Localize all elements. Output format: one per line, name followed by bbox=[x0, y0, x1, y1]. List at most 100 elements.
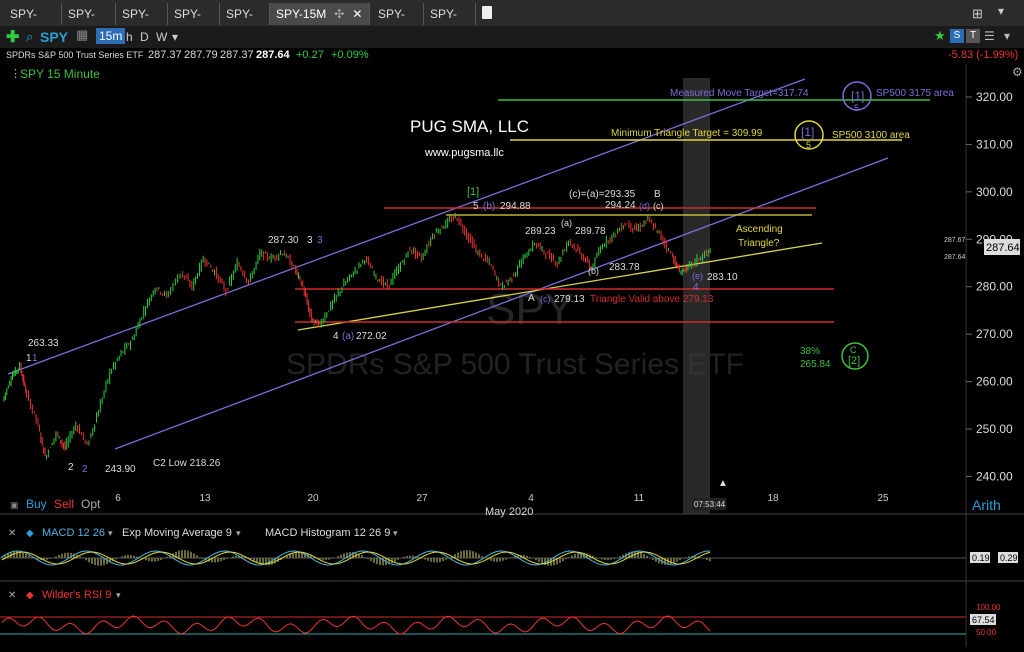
wave-label-5: 5 bbox=[473, 201, 479, 212]
wave-label-a: (a) bbox=[561, 218, 572, 228]
x-tick-label: 18 bbox=[767, 493, 779, 504]
interval-w[interactable]: W bbox=[156, 30, 168, 44]
tab-spy-1h[interactable]: SPY-1H bbox=[220, 3, 270, 43]
scale-mode[interactable]: Arith bbox=[972, 497, 1001, 513]
price-small-2: 287.64 bbox=[944, 254, 966, 261]
y-tick-label: 240.00 bbox=[976, 470, 1013, 484]
move-icon[interactable]: ✣ bbox=[334, 7, 345, 21]
wave-5-yellow-label: 5 bbox=[806, 140, 811, 150]
macd-diamond-icon: ◆ bbox=[26, 528, 34, 539]
macd-value: 0.19 bbox=[972, 553, 990, 563]
interval-h[interactable]: h bbox=[126, 30, 133, 44]
time-cursor-icon[interactable]: ▲ bbox=[718, 478, 728, 489]
macd-val-box-2 bbox=[998, 552, 1018, 563]
brand-website: www.pugsma.llc bbox=[424, 147, 504, 159]
price-label-293: (c)=(a)=293.35 bbox=[569, 189, 636, 200]
add-icon[interactable]: ✚ bbox=[6, 29, 20, 46]
flag-icon[interactable]: ▣ bbox=[10, 500, 19, 510]
ascending-label: Ascending bbox=[736, 224, 783, 235]
tab-bar: SPY-1Mo SPY-1W SPY-1D SPY-4H SPY-1H SPY-… bbox=[0, 0, 1024, 43]
last-price-label: 287.64 bbox=[986, 242, 1020, 254]
sell-button[interactable]: Sell bbox=[54, 497, 74, 511]
star-icon[interactable]: ★ bbox=[934, 28, 946, 43]
ema-dropdown-icon[interactable]: ▾ bbox=[236, 528, 241, 538]
y-tick-label: 260.00 bbox=[976, 375, 1013, 389]
chart-area[interactable]: SPY SPDRs S&P 500 Trust Series ETF 240.0… bbox=[0, 64, 1024, 647]
buy-button[interactable]: Buy bbox=[26, 497, 47, 511]
macd-value-2: 0.29 bbox=[1000, 553, 1018, 563]
wave-label-d: (d) bbox=[639, 201, 650, 211]
tab-spy-1d[interactable]: SPY-1D bbox=[116, 3, 168, 43]
settings-icon[interactable]: ⚙ bbox=[1012, 65, 1023, 79]
close-icon[interactable]: ✕ bbox=[352, 7, 363, 21]
ema-label: Exp Moving Average 9 bbox=[122, 527, 232, 539]
rsi-val-box bbox=[970, 614, 996, 625]
tab-spy-5m[interactable]: SPY-5M bbox=[372, 3, 424, 43]
x-tick-label: 6 bbox=[115, 493, 121, 504]
new-page-icon[interactable] bbox=[482, 6, 492, 19]
wave-label-2b: 2 bbox=[82, 464, 88, 475]
symbol-input[interactable]: SPY bbox=[40, 29, 69, 45]
triangle-trendline bbox=[297, 242, 823, 331]
wave-1-circle bbox=[842, 81, 872, 111]
wave-label-b: (b) bbox=[588, 266, 599, 276]
quote-change: +0.27 bbox=[296, 49, 324, 61]
rsi-close-icon[interactable]: ✕ bbox=[8, 590, 16, 601]
chart-menu-icon[interactable]: ⋮ bbox=[10, 68, 21, 80]
tab-spy-15m-label: SPY-15M bbox=[276, 7, 327, 21]
wave-1-label: [1] bbox=[851, 89, 864, 103]
tab-spy-4h[interactable]: SPY-4H bbox=[168, 3, 220, 43]
symbol-dropdown-icon[interactable]: ▦ bbox=[76, 27, 89, 42]
x-tick-label: 11 bbox=[634, 493, 645, 504]
sp3175-label: SP500 3175 area bbox=[876, 88, 954, 99]
quote-last: 287.64 bbox=[256, 49, 290, 61]
hist-dropdown-icon[interactable]: ▾ bbox=[393, 528, 398, 538]
price-chart[interactable]: SPY SPDRs S&P 500 Trust Series ETF 240.0… bbox=[0, 64, 1024, 647]
tab-spy-1m[interactable]: SPY-1M bbox=[424, 3, 476, 43]
opt-button[interactable]: Opt bbox=[81, 497, 101, 511]
interval-dropdown-icon[interactable]: ▾ bbox=[172, 30, 179, 44]
macd-dropdown-icon[interactable]: ▾ bbox=[108, 528, 113, 538]
toolbar-menu-icon[interactable]: ▾ bbox=[1004, 29, 1011, 43]
price-series bbox=[3, 212, 711, 460]
quote-bar: SPDRs S&P 500 Trust Series ETF 287.37 28… bbox=[0, 48, 1024, 64]
price-label-283-10: 283.10 bbox=[707, 272, 738, 283]
search-icon[interactable]: ⌕ bbox=[26, 29, 34, 44]
trend-channels bbox=[7, 78, 930, 450]
interval-15m[interactable]: 15m bbox=[96, 28, 126, 44]
tab-spy-1mo[interactable]: SPY-1Mo bbox=[4, 3, 62, 43]
macd-close-icon[interactable]: ✕ bbox=[8, 528, 16, 539]
c2-low-label: C2 Low 218.26 bbox=[153, 458, 221, 469]
wave-label-1-green: [1] bbox=[467, 186, 479, 198]
macd-series bbox=[0, 550, 966, 566]
trade-icon[interactable]: T bbox=[966, 29, 980, 43]
rsi-dropdown-icon[interactable]: ▾ bbox=[116, 590, 121, 600]
price-label-243: 243.90 bbox=[105, 464, 136, 475]
price-small-1: 287.67 bbox=[944, 237, 966, 244]
wave-2-circle bbox=[841, 342, 869, 370]
menu-icon[interactable]: ▾ bbox=[998, 4, 1005, 18]
x-tick-label: 4 bbox=[528, 493, 534, 504]
rsi-value: 67.54 bbox=[972, 615, 995, 625]
grid: 240.00250.00260.00270.00280.00290.00300.… bbox=[115, 90, 1013, 504]
last-price-box bbox=[984, 239, 1020, 255]
share-icon[interactable]: S bbox=[950, 29, 964, 43]
tab-spy-15m[interactable]: SPY-15M ✣ ✕ bbox=[270, 3, 370, 25]
rsi-line bbox=[1, 615, 711, 635]
notes-icon[interactable]: ☰ bbox=[984, 29, 995, 43]
wave-label-3b: 3 bbox=[317, 235, 323, 246]
wave-5-label: 5 bbox=[854, 103, 859, 113]
upper-channel-line bbox=[7, 78, 806, 375]
wave-label-e: (e) bbox=[692, 271, 703, 281]
quote-change-pct: +0.09% bbox=[331, 49, 369, 61]
price-label-289-78: 289.78 bbox=[575, 226, 606, 237]
time-readout-box bbox=[692, 498, 726, 510]
tab-spy-1w[interactable]: SPY-1W bbox=[62, 3, 116, 43]
rsi-label: Wilder's RSI 9 bbox=[42, 589, 111, 601]
quote-low: 287.37 bbox=[220, 49, 254, 61]
price-label-279: 279.13 bbox=[554, 294, 585, 305]
layout-icon[interactable]: ⊞ bbox=[972, 6, 983, 21]
rsi-top-label: 100.00 bbox=[976, 603, 1001, 612]
wave-label-1b: 1 bbox=[32, 353, 38, 364]
interval-d[interactable]: D bbox=[140, 30, 149, 44]
